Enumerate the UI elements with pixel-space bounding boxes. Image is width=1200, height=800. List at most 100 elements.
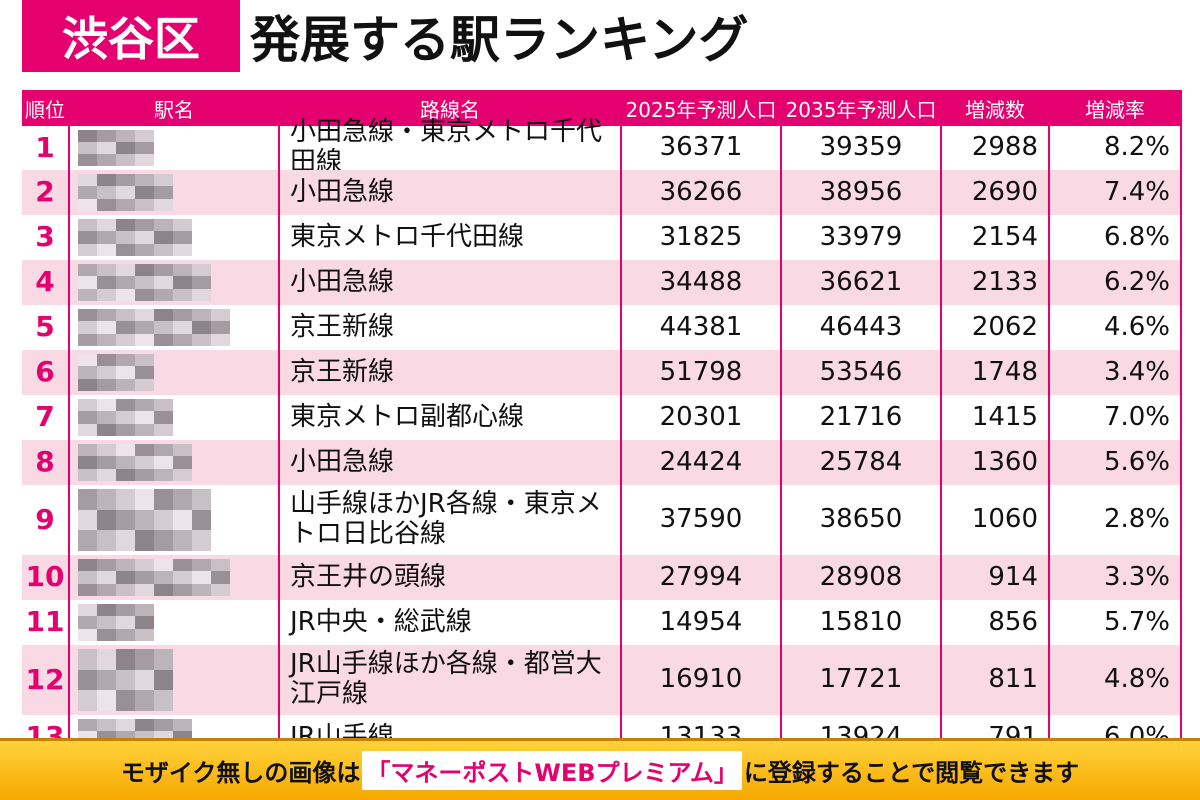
mosaic-block [211, 321, 230, 334]
route: 小田急線 [290, 266, 395, 297]
row-background [22, 350, 1180, 395]
column-divider [68, 90, 70, 738]
rank: 9 [35, 502, 55, 536]
mosaic-block [135, 333, 154, 346]
column-divider [940, 90, 942, 738]
banner: モザイク無しの画像は 「マネーポストWEBプレミアム」 に登録することで閲覧できます [0, 738, 1200, 800]
mosaic-block [97, 559, 116, 572]
change: 2690 [971, 176, 1038, 207]
column-divider [1180, 90, 1182, 738]
column-divider [780, 90, 782, 738]
mosaic-block [135, 321, 154, 334]
mosaic-block [173, 530, 192, 551]
mosaic-block [97, 509, 116, 531]
mosaic-block [78, 378, 97, 391]
route: 東京メトロ千代田線 [290, 221, 525, 252]
column-header: 順位 [22, 90, 68, 126]
mosaic-block [97, 489, 116, 510]
mosaic-block [97, 616, 116, 629]
mosaic-block [192, 321, 211, 334]
mosaic-block [116, 509, 135, 531]
population-2035: 39359 [819, 132, 903, 163]
mosaic-block [78, 444, 97, 457]
change-rate: 6.2% [1103, 266, 1170, 297]
mosaic-block [78, 616, 97, 629]
mosaic-block [135, 444, 154, 457]
mosaic-block [154, 719, 173, 732]
mosaic-block [97, 142, 116, 154]
mosaic-block [154, 174, 173, 187]
column-divider [278, 90, 280, 738]
mosaic-block [135, 468, 154, 481]
mosaic-block [97, 571, 116, 584]
mosaic-block [97, 174, 116, 187]
mosaic-block [116, 378, 135, 391]
mosaic-block [154, 690, 173, 711]
mosaic-block [116, 649, 135, 670]
mosaic-block [135, 559, 154, 572]
mosaic-block [97, 399, 116, 412]
change: 811 [988, 664, 1038, 695]
mosaic-block [173, 243, 192, 256]
population-2035: 46443 [819, 311, 903, 342]
column-header: 2035年予測人口 [782, 90, 940, 126]
change-rate: 2.8% [1103, 504, 1170, 535]
mosaic-block [78, 174, 97, 187]
mosaic-block [135, 604, 154, 617]
mosaic-block [135, 309, 154, 322]
mosaic-block [154, 333, 173, 346]
mosaic-block [211, 333, 230, 346]
page-title: 発展する駅ランキング [250, 11, 749, 69]
population-2025: 27994 [659, 561, 743, 592]
mosaic-block [154, 231, 173, 244]
change-rate: 8.2% [1103, 132, 1170, 163]
mosaic-block [97, 731, 116, 738]
mosaic-block [211, 309, 230, 322]
mosaic-block [192, 509, 211, 531]
mosaic-block [97, 583, 116, 596]
mosaic-block [154, 649, 173, 670]
rank: 12 [25, 662, 65, 696]
mosaic-block [135, 423, 154, 436]
column-header: 2025年予測人口 [622, 90, 780, 126]
mosaic-block [192, 276, 211, 289]
mosaic-block [116, 354, 135, 367]
mosaic-block [78, 186, 97, 199]
mosaic-block [173, 489, 192, 510]
mosaic-block [192, 333, 211, 346]
mosaic-block [78, 583, 97, 596]
route: 京王新線 [290, 356, 395, 387]
change-rate: 6.8% [1103, 221, 1170, 252]
population-2035: 53546 [819, 356, 903, 387]
mosaic-block [116, 264, 135, 277]
mosaic-block [192, 583, 211, 596]
population-2025: 51798 [659, 356, 743, 387]
mosaic-block [78, 354, 97, 367]
route: 山手線ほかJR各線・東京メトロ日比谷線 [290, 489, 602, 549]
mosaic-block [78, 142, 97, 154]
change: 2133 [971, 266, 1038, 297]
mosaic-block [173, 264, 192, 277]
population-2035: 36621 [819, 266, 903, 297]
mosaic-block [97, 198, 116, 211]
mosaic-block [154, 530, 173, 551]
mosaic-block [154, 456, 173, 469]
mosaic-block [116, 154, 135, 166]
change-rate: 7.0% [1103, 401, 1170, 432]
column-header: 駅名 [70, 90, 278, 126]
mosaic-block [135, 142, 154, 154]
mosaic-block [78, 333, 97, 346]
mosaic-block [116, 604, 135, 617]
change: 1360 [971, 446, 1038, 477]
population-2035: 15810 [819, 606, 903, 637]
mosaic-block [116, 198, 135, 211]
mosaic-block [173, 731, 192, 738]
rank: 3 [35, 220, 55, 254]
change-rate: 4.8% [1103, 664, 1170, 695]
mosaic-block [135, 489, 154, 510]
ranking-table: 順位 駅名 路線名 2025年予測人口 2035年予測人口 増減数 増減率 1 小田急線・東京メ… [0, 90, 1200, 738]
mosaic-block [116, 243, 135, 256]
mosaic-block [78, 604, 97, 617]
banner-text: モザイク無しの画像は [120, 759, 361, 787]
mosaic-block [135, 366, 154, 379]
